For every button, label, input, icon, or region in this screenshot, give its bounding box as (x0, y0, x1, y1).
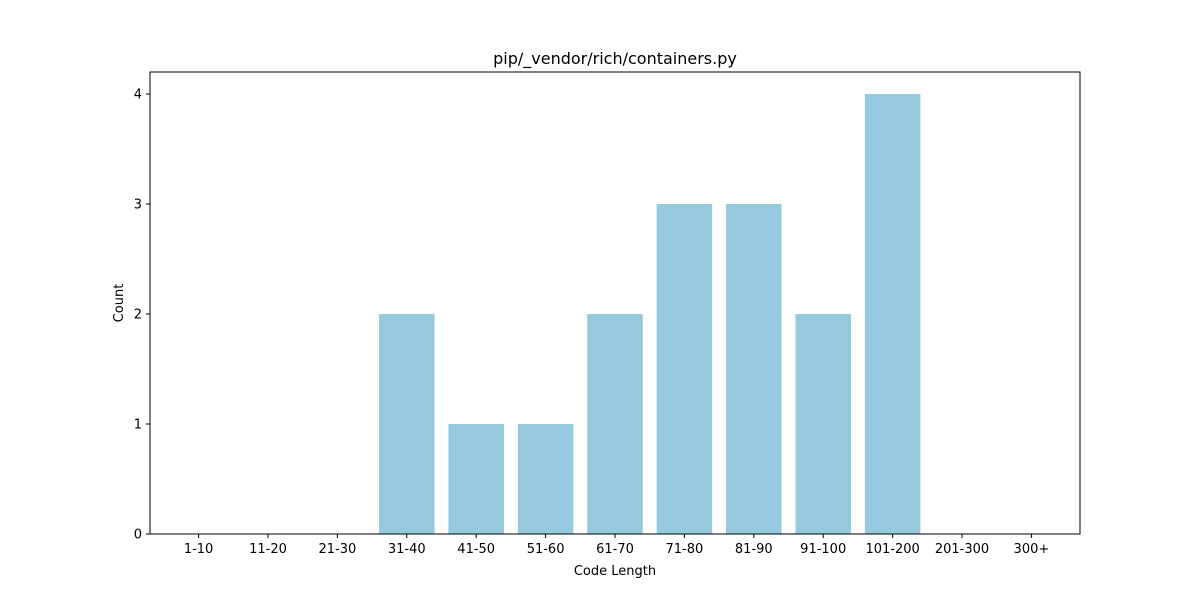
x-tick-label: 71-80 (666, 542, 704, 557)
x-tick-label: 201-300 (935, 542, 989, 557)
bar-61-70 (587, 314, 643, 534)
x-tick-label: 91-100 (800, 542, 846, 557)
y-tick-label: 3 (134, 198, 142, 213)
chart-title: pip/_vendor/rich/containers.py (493, 49, 737, 69)
x-tick-label: 300+ (1014, 542, 1050, 557)
x-tick-label: 11-20 (249, 542, 287, 557)
x-tick-label: 101-200 (865, 542, 919, 557)
x-axis-ticks: 1-10 11-20 21-30 31-40 41-50 51-60 61-70 71-80 8… (184, 534, 1049, 557)
bar-71-80 (656, 204, 713, 534)
x-tick-label: 41-50 (457, 542, 495, 557)
x-tick-label: 51-60 (527, 542, 565, 557)
bars-layer (379, 94, 921, 534)
x-tick-label: 81-90 (735, 542, 773, 557)
y-tick-label: 0 (134, 528, 142, 543)
x-tick-label: 1-10 (184, 542, 214, 557)
x-axis-label: Code Length (574, 564, 656, 579)
bar-91-100 (795, 314, 851, 534)
y-axis-ticks: 0 1 2 3 4 (134, 88, 150, 543)
y-tick-label: 2 (134, 308, 142, 323)
bar-81-90 (726, 204, 782, 534)
bar-41-50 (448, 424, 504, 534)
y-tick-label: 4 (134, 88, 142, 103)
x-tick-label: 21-30 (318, 542, 356, 557)
bar-31-40 (379, 314, 435, 534)
bar-101-200 (864, 94, 921, 534)
bar-51-60 (517, 424, 574, 534)
y-axis-label: Count (112, 284, 127, 323)
x-tick-label: 61-70 (596, 542, 634, 557)
x-tick-label: 31-40 (388, 542, 426, 557)
y-tick-label: 1 (134, 418, 142, 433)
